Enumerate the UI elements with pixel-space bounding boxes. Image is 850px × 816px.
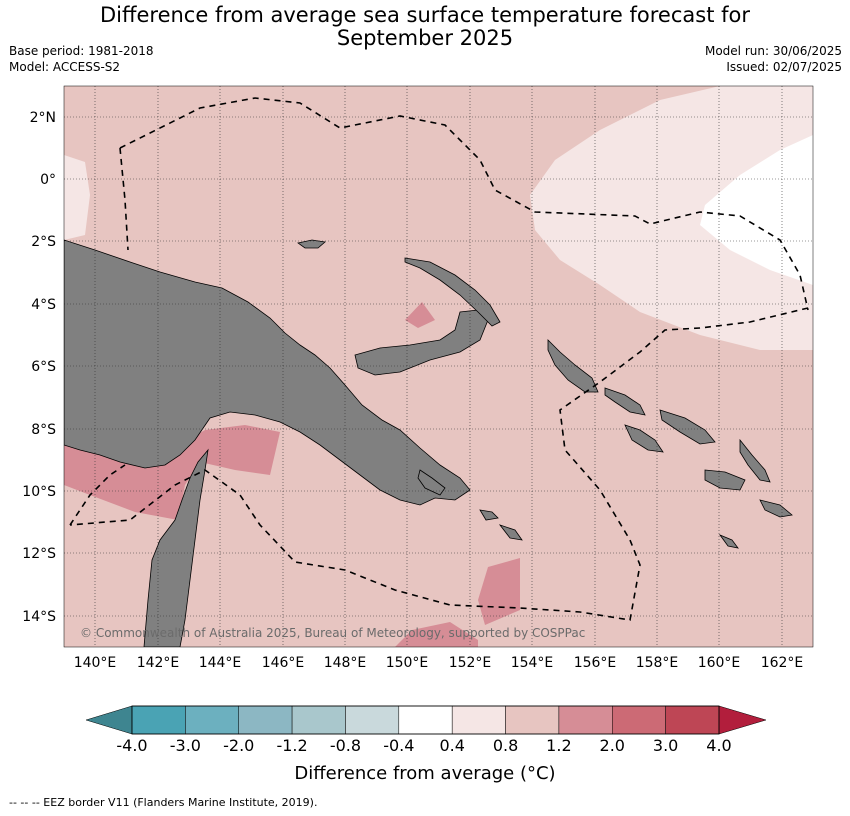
colorbar-arrow-low [85,705,133,735]
colorbar-tick-label: 3.0 [653,736,678,755]
lon-label: 146°E [262,655,305,671]
colorbar-arrow-high [718,705,767,735]
colorbar-tick-label: 0.8 [493,736,518,755]
lon-label: 150°E [386,655,429,671]
sst-anomaly-warm-patch-3 [478,558,520,625]
eez-png-south [69,307,809,621]
bougainville-island [547,339,599,393]
longitude-axis: 140°E 142°E 144°E 146°E 148°E 150°E 152°… [74,655,804,671]
colorbar-tick-label: 2.0 [600,736,625,755]
issued-date: Issued: 02/07/2025 [726,60,842,74]
louisiade-island-1 [417,469,446,496]
graticule [64,86,813,647]
model-name: Model: ACCESS-S2 [9,60,121,74]
metadata-left: Base period: 1981-2018 Model: ACCESS-S2 [9,43,154,75]
colorbar-segment [665,705,720,735]
manus-island [297,239,326,249]
lon-label: 140°E [74,655,117,671]
colorbar-tick-label: 4.0 [706,736,731,755]
sst-anomaly-warm-patch-4 [395,622,478,647]
map-frame [63,85,814,648]
sst-anomaly-cool-west [64,155,90,240]
metadata-right: Model run: 30/06/2025 Issued: 02/07/2025 [705,43,842,75]
eez-footnote: -- -- -- EEZ border V11 (Flanders Marine… [9,796,318,809]
louisiade-island-2 [479,509,499,521]
lat-label: 0° [40,172,56,188]
lat-label: 2°N [30,110,56,126]
lon-label: 142°E [137,655,180,671]
lon-label: 156°E [574,655,617,671]
lat-label: 6°S [31,359,56,375]
colorbar-tick-label: 1.2 [546,736,571,755]
colorbar-segment [451,705,506,735]
colorbar-segment [612,705,666,735]
colorbar-segment [131,705,186,735]
copyright-notice: © Commonwealth of Australia 2025, Bureau… [80,626,585,640]
santa-isabel-island [659,409,716,445]
colorbar-segment [558,705,613,735]
map-title: Difference from average sea surface temp… [0,4,850,50]
rennell-island [718,534,739,549]
colorbar-frame [131,705,720,735]
model-run: Model run: 30/06/2025 [704,44,842,58]
guadalcanal-island [704,469,746,491]
eez-borders [69,97,809,621]
colorbar-segment [238,705,293,735]
cape-york-peninsula [143,448,209,647]
colorbar-segment [291,705,346,735]
colorbar-segment [345,705,400,735]
makira-island [759,499,793,518]
colorbar-segment [185,705,239,735]
colorbar-segments [131,705,720,735]
malaita-island [739,438,771,483]
colorbar-segment [505,705,560,735]
lon-label: 162°E [761,655,804,671]
sst-anomaly-warm-patch-1 [405,302,435,328]
latitude-axis: 2°N 0° 2°S 4°S 6°S 8°S 10°S 12°S 14°S [22,110,56,625]
colorbar: -4.0 -3.0 -2.0 -1.2 -0.8 -0.4 0.4 0.8 1.2 2.0 3.0 4… [85,705,767,755]
lat-label: 8°S [31,422,56,438]
lat-label: 4°S [31,297,56,313]
title-line-1: Difference from average sea surface temp… [100,3,750,27]
rossel-island [498,524,523,541]
lon-label: 144°E [199,655,242,671]
choiseul-island [604,387,646,416]
colorbar-tick-labels: -4.0 -3.0 -2.0 -1.2 -0.8 -0.4 0.4 0.8 1.2 2.0 3.0 4… [116,736,731,755]
colorbar-tick-label: -0.8 [330,736,361,755]
lat-label: 2°S [31,234,56,250]
lon-label: 154°E [511,655,554,671]
lon-label: 160°E [698,655,741,671]
lat-label: 10°S [22,484,56,500]
lat-label: 12°S [22,546,56,562]
colorbar-tick-label: -1.2 [276,736,307,755]
lon-label: 158°E [636,655,679,671]
title-line-2: September 2025 [336,26,514,50]
lon-label: 148°E [324,655,367,671]
map-panel: © Commonwealth of Australia 2025, Bureau… [64,86,813,647]
colorbar-tick-label: -0.4 [383,736,414,755]
lon-label: 152°E [449,655,492,671]
new-ireland-island [404,257,501,327]
colorbar-segment [398,705,453,735]
land-masses [64,239,793,647]
colorbar-tick-label: -4.0 [116,736,147,755]
sst-anomaly-cool-region [530,86,813,350]
eez-png-north [119,97,809,311]
colorbar-title: Difference from average (°C) [294,763,556,784]
colorbar-tick-label: -2.0 [223,736,254,755]
new-guinea-island [64,239,471,506]
lat-label: 14°S [22,609,56,625]
colorbar-tick-label: -3.0 [170,736,201,755]
base-period: Base period: 1981-2018 [9,44,154,58]
colorbar-tick-label: 0.4 [439,736,464,755]
new-georgia-island [624,424,664,453]
